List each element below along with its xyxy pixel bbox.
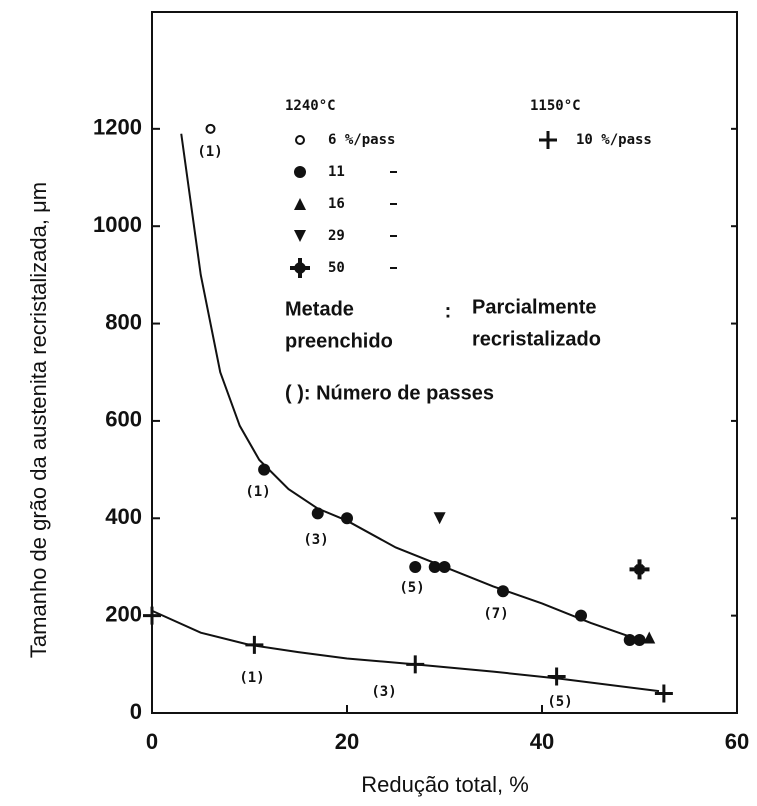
- fit-curve: [180, 133, 640, 641]
- marker: [629, 559, 650, 580]
- y-axis-label: Tamanho de grão da austenita recristaliz…: [26, 182, 51, 658]
- marker: [643, 631, 656, 644]
- point-annotation: (3): [303, 532, 328, 548]
- y-tick-label: 800: [105, 309, 142, 334]
- legend-label: 11: [328, 164, 345, 180]
- plot-frame: [151, 11, 738, 714]
- legend-label: 10 %/pass: [576, 132, 652, 148]
- marker: [341, 512, 353, 525]
- note: Metade: [285, 298, 354, 320]
- x-tick-label: 40: [530, 729, 554, 754]
- point-annotation: (3): [371, 684, 396, 700]
- marker: [623, 633, 636, 646]
- point-annotation: (1): [197, 144, 222, 160]
- y-tick-label: 200: [105, 601, 142, 626]
- marker: [497, 585, 509, 598]
- marker: [311, 507, 324, 520]
- point-annotation: (5): [547, 694, 572, 710]
- marker: [575, 609, 587, 622]
- x-axis-label: Redução total, %: [361, 772, 529, 797]
- marker: [205, 123, 216, 134]
- point-annotation: (7): [483, 606, 508, 622]
- marker: [409, 560, 422, 573]
- legend-group: 1150°C: [530, 98, 581, 114]
- legend-marker: [294, 230, 306, 242]
- fit-curve: [151, 609, 660, 693]
- x-tick-label: 60: [725, 729, 749, 754]
- marker: [633, 633, 646, 646]
- note: Parcialmente: [472, 296, 597, 318]
- point-annotation: (5): [399, 580, 424, 596]
- marker: [406, 655, 425, 674]
- marker: [258, 463, 271, 476]
- marker: [654, 684, 673, 703]
- note: :: [445, 300, 452, 322]
- legend-marker: [295, 135, 305, 145]
- y-tick-label: 1000: [93, 212, 142, 237]
- y-tick-label: 600: [105, 407, 142, 432]
- legend-marker: [294, 198, 306, 210]
- legend-marker: [290, 258, 310, 278]
- y-tick-label: 1200: [93, 115, 142, 140]
- legend-marker: [294, 166, 306, 178]
- marker: [143, 606, 161, 625]
- marker: [547, 667, 566, 686]
- marker: [428, 560, 441, 573]
- legend-label: 6 %/pass: [328, 132, 395, 148]
- y-tick-label: 400: [105, 504, 142, 529]
- note: ( ): Número de passes: [285, 382, 494, 404]
- note: recristalizado: [472, 328, 601, 350]
- legend-label: 50: [328, 260, 345, 276]
- legend-group: 1240°C: [285, 98, 336, 114]
- legend-label: 16: [328, 196, 345, 212]
- x-tick-label: 20: [335, 729, 359, 754]
- legend-marker: [539, 131, 557, 149]
- note: preenchido: [285, 330, 393, 352]
- point-annotation: (1): [245, 484, 270, 500]
- x-tick-label: 0: [146, 729, 158, 754]
- marker: [245, 635, 264, 654]
- marker: [433, 512, 446, 525]
- marker: [438, 560, 451, 573]
- point-annotation: (1): [239, 670, 264, 686]
- legend-label: 29: [328, 228, 345, 244]
- y-tick-label: 0: [130, 699, 142, 724]
